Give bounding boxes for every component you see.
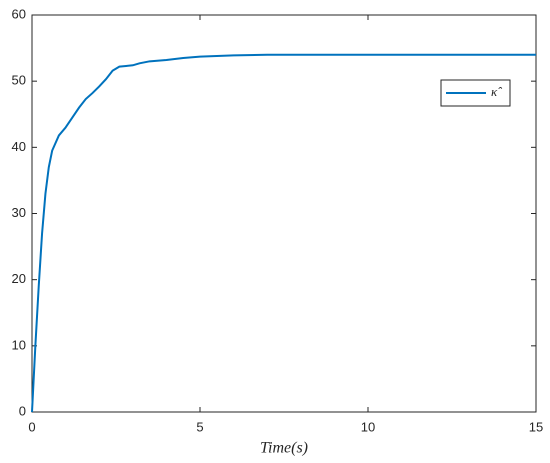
x-axis-label: Time(s) xyxy=(260,440,308,457)
y-tick-label: 60 xyxy=(12,6,26,21)
plot-area xyxy=(31,14,537,413)
y-tick-label: 20 xyxy=(12,271,26,286)
x-tick-label: 5 xyxy=(196,419,203,434)
x-tick-label: 0 xyxy=(28,419,35,434)
y-tick-label: 30 xyxy=(12,205,26,220)
x-tick-label: 10 xyxy=(361,419,375,434)
legend-label: κ̂ xyxy=(491,84,502,99)
y-tick-label: 0 xyxy=(19,403,26,418)
data-line xyxy=(31,53,536,413)
y-tick-label: 40 xyxy=(12,139,26,154)
y-tick-label: 10 xyxy=(12,337,26,352)
x-tick-label: 15 xyxy=(529,419,543,434)
y-tick-label: 50 xyxy=(12,73,26,88)
